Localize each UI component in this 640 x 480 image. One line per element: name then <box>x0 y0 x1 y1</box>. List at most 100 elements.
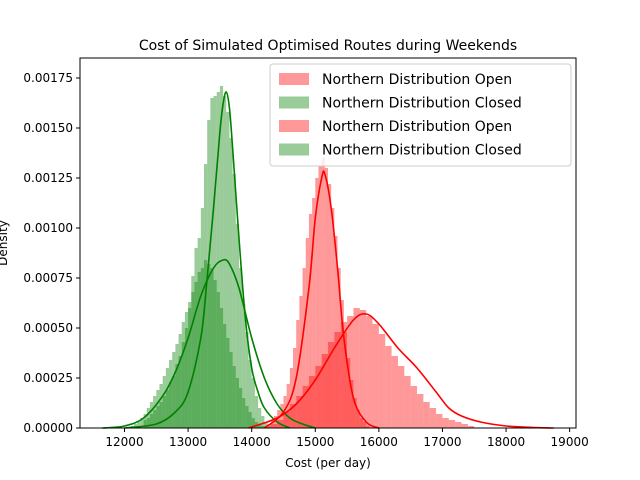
y-axis-label: Density <box>0 220 10 266</box>
histogram-bar <box>353 398 357 428</box>
histogram-bar <box>267 426 271 428</box>
histogram-bar <box>299 296 303 428</box>
histogram-bar <box>162 396 166 428</box>
histogram-bar <box>191 276 195 428</box>
histogram-bar <box>366 316 373 428</box>
x-tick-label: 16000 <box>360 435 398 449</box>
y-tick-label: 0.00175 <box>23 71 73 85</box>
histogram-bar <box>184 312 189 428</box>
histogram-bar <box>283 412 290 428</box>
kde-line <box>248 313 554 429</box>
histogram-bar <box>340 300 344 428</box>
x-tick-label: 15000 <box>296 435 334 449</box>
histogram-bar <box>321 158 325 428</box>
histogram-bar <box>331 208 335 428</box>
legend-label: Northern Distribution Closed <box>322 143 522 159</box>
histogram-bar <box>366 426 370 428</box>
histogram-bar <box>175 364 179 428</box>
histogram-bar <box>223 96 227 428</box>
legend-swatch <box>279 73 309 85</box>
histogram-bar <box>200 268 204 428</box>
histogram-bar <box>318 166 322 428</box>
y-tick-label: 0.00125 <box>23 171 73 185</box>
histogram-bar <box>194 282 198 428</box>
histogram-bar <box>410 386 418 428</box>
histogram-bar <box>191 292 195 428</box>
histogram-bar <box>455 422 462 428</box>
histogram-bar <box>312 198 316 428</box>
y-tick-label: 0.00075 <box>23 271 73 285</box>
histogram-bar <box>219 86 224 428</box>
legend-label: Northern Distribution Open <box>322 119 512 135</box>
histogram-bar <box>353 308 360 428</box>
histogram-bar <box>467 426 475 428</box>
histogram-bar <box>391 356 398 428</box>
legend-label: Northern Distribution Closed <box>322 96 522 112</box>
histogram-bar <box>184 328 189 428</box>
histogram-bar <box>146 418 150 428</box>
histogram-bar <box>175 344 179 428</box>
histogram-bar <box>308 376 316 428</box>
histogram-bar <box>308 214 313 428</box>
histogram-bar <box>165 390 170 428</box>
histogram-bar <box>238 388 243 428</box>
histogram-bar <box>213 280 217 428</box>
y-tick-label: 0.00150 <box>23 121 73 135</box>
histogram-bar <box>223 324 227 428</box>
histogram-bar <box>210 268 214 428</box>
histogram-bar <box>315 178 319 428</box>
histogram-bar <box>302 386 309 428</box>
histogram-bar <box>169 360 173 428</box>
histogram-bar <box>140 418 144 428</box>
x-tick-label: 12000 <box>105 435 143 449</box>
histogram-bar <box>347 316 354 428</box>
histogram-bars <box>130 86 475 428</box>
histogram-bar <box>143 420 147 428</box>
histogram-bar <box>429 408 437 428</box>
histogram-bar <box>378 334 386 428</box>
histogram-bar <box>258 424 262 428</box>
histogram-bar <box>162 376 166 428</box>
histogram-bar <box>359 310 367 428</box>
histogram-bar <box>235 378 239 428</box>
histogram-bar <box>197 238 201 428</box>
x-axis: 12000 13000 14000 15000 16000 17000 18000 19000 <box>105 428 589 449</box>
histogram-bar <box>153 410 157 428</box>
histogram-bar <box>232 366 236 428</box>
histogram-bar <box>251 378 255 428</box>
histogram-bar <box>347 358 351 428</box>
histogram-bar <box>340 322 348 428</box>
histogram-bar <box>159 384 163 428</box>
histogram-bar <box>372 324 379 428</box>
legend-swatch <box>279 120 309 132</box>
histogram-bar <box>277 410 281 428</box>
histogram-bar <box>137 422 141 428</box>
histogram-bar <box>328 342 335 428</box>
kde-line <box>124 91 291 429</box>
histogram-bar <box>149 402 154 428</box>
histogram-bar <box>417 394 424 428</box>
kde-curves <box>102 91 554 429</box>
histogram-bar <box>213 96 217 428</box>
chart-title: Cost of Simulated Optimised Routes durin… <box>139 38 517 54</box>
histogram-bar <box>442 418 449 428</box>
histogram-bar <box>242 398 246 428</box>
histogram-bar <box>270 424 278 428</box>
legend-label: Northern Distribution Open <box>322 72 512 88</box>
histogram-bar <box>229 138 233 428</box>
histogram-bar <box>337 268 341 428</box>
histogram-bar <box>248 412 252 428</box>
histogram-bar <box>270 420 274 428</box>
histogram-bar <box>248 360 252 428</box>
legend-swatch <box>279 96 309 109</box>
histogram-bar <box>159 402 163 428</box>
histogram-bar <box>302 268 306 428</box>
histogram-bar <box>229 352 233 428</box>
histogram-bar <box>350 380 354 428</box>
histogram-bar <box>423 402 430 428</box>
histogram-bar <box>226 112 230 428</box>
histogram-bar <box>286 384 290 428</box>
histogram-bar <box>356 410 360 428</box>
y-tick-label: 0.00100 <box>23 221 73 235</box>
